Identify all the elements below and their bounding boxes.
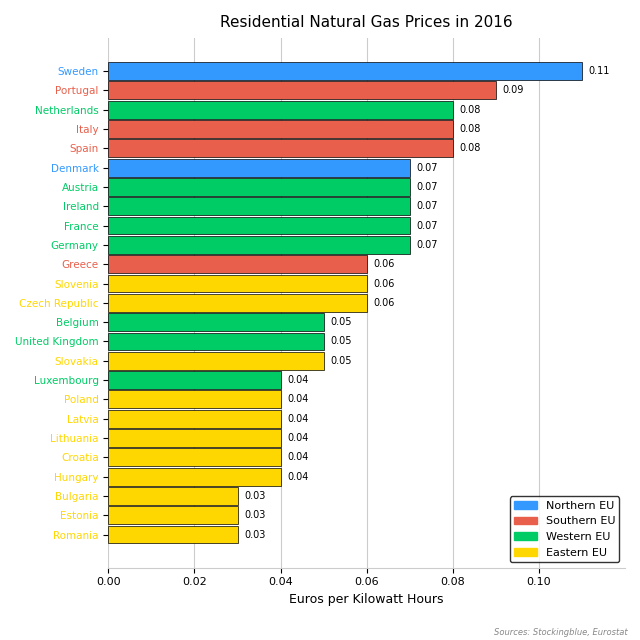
Bar [108,410,280,428]
Bar [108,217,410,234]
Text: 0.06: 0.06 [373,278,394,289]
Text: 0.09: 0.09 [502,85,524,95]
Title: Residential Natural Gas Prices in 2016: Residential Natural Gas Prices in 2016 [220,15,513,30]
Bar [108,352,324,370]
Text: 0.07: 0.07 [416,201,438,211]
Text: 0.04: 0.04 [287,433,308,443]
Text: 0.06: 0.06 [373,259,394,269]
Bar [108,449,280,466]
Bar [108,178,410,196]
Bar [108,525,237,543]
Text: 0.08: 0.08 [460,143,481,154]
Text: 0.03: 0.03 [244,529,266,540]
Bar [108,487,237,505]
Bar [108,120,452,138]
Text: 0.04: 0.04 [287,375,308,385]
Text: 0.04: 0.04 [287,452,308,462]
Text: 0.08: 0.08 [460,124,481,134]
Text: 0.07: 0.07 [416,163,438,173]
Text: 0.11: 0.11 [588,66,610,76]
Bar [108,468,280,486]
Bar [108,390,280,408]
Bar [108,313,324,331]
Text: 0.03: 0.03 [244,510,266,520]
Bar [108,101,452,118]
Bar [108,371,280,389]
Legend: Northern EU, Southern EU, Western EU, Eastern EU: Northern EU, Southern EU, Western EU, Ea… [510,497,620,562]
Text: 0.07: 0.07 [416,221,438,230]
Bar [108,255,367,273]
Bar [108,294,367,312]
Bar [108,429,280,447]
Text: 0.04: 0.04 [287,413,308,424]
Bar [108,197,410,215]
Text: 0.05: 0.05 [330,356,351,365]
Text: 0.07: 0.07 [416,240,438,250]
Text: 0.03: 0.03 [244,491,266,501]
Bar [108,275,367,292]
Bar [108,62,582,80]
Bar [108,140,452,157]
Bar [108,81,496,99]
Text: 0.08: 0.08 [460,105,481,115]
Bar [108,333,324,350]
Text: 0.04: 0.04 [287,394,308,404]
Text: Sources: Stockingblue, Eurostat: Sources: Stockingblue, Eurostat [493,628,627,637]
Bar [108,236,410,254]
Text: 0.05: 0.05 [330,317,351,327]
X-axis label: Euros per Kilowatt Hours: Euros per Kilowatt Hours [289,593,444,606]
Text: 0.05: 0.05 [330,337,351,346]
Bar [108,159,410,177]
Bar [108,506,237,524]
Text: 0.07: 0.07 [416,182,438,192]
Text: 0.06: 0.06 [373,298,394,308]
Text: 0.04: 0.04 [287,472,308,482]
